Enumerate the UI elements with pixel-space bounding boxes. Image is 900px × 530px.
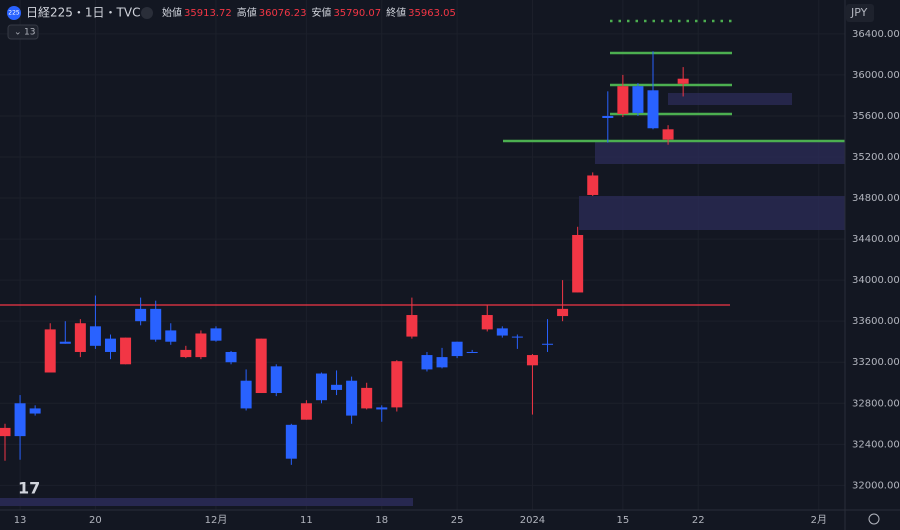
candle-body xyxy=(602,115,614,119)
symbol-title: 日経225・1日・TVC xyxy=(26,6,140,20)
y-tick-label: 32000.00 xyxy=(852,480,900,491)
menu-dot[interactable] xyxy=(141,7,153,19)
candle-body xyxy=(361,387,373,409)
candle-body xyxy=(542,343,554,345)
candles xyxy=(0,51,689,465)
y-tick-label: 32400.00 xyxy=(852,439,900,450)
candle-body xyxy=(391,361,403,408)
candle-body xyxy=(225,351,237,363)
y-tick-label: 34800.00 xyxy=(852,193,900,204)
x-tick-label: 2024 xyxy=(520,515,545,526)
y-tick-label: 36400.00 xyxy=(852,29,900,40)
y-tick-label: 34000.00 xyxy=(852,275,900,286)
candle-body xyxy=(346,380,358,416)
candle-body xyxy=(451,341,463,357)
candle-body xyxy=(240,380,252,409)
candle-body xyxy=(210,328,222,341)
symbol-icon-text: 225 xyxy=(8,10,20,17)
candle-body xyxy=(436,357,448,368)
candle-body xyxy=(496,328,508,336)
ohlc-label: 高値 xyxy=(237,6,257,19)
ohlc-label: 終値 xyxy=(386,6,406,19)
candle-body xyxy=(150,308,162,340)
candle-body xyxy=(587,175,599,195)
candle-body xyxy=(466,351,478,353)
ohlc-label: 始値 xyxy=(162,6,182,19)
candle-body xyxy=(0,427,11,437)
labels: 32000.00 32400.00 32800.00 33200.00 33600.00… xyxy=(14,29,900,526)
candle-body xyxy=(511,336,523,338)
chevron: ⌄ xyxy=(14,28,22,38)
candle-body xyxy=(526,355,538,366)
x-tick-label: 11 xyxy=(300,515,313,526)
x-tick-label: 20 xyxy=(89,515,102,526)
candle-body xyxy=(481,315,493,330)
candle-body xyxy=(406,315,418,337)
ohlc-value: 35963.05 xyxy=(408,8,456,19)
candle-body xyxy=(14,403,26,437)
candle-body xyxy=(165,330,177,342)
candle-body xyxy=(632,86,644,113)
x-tick-label: 15 xyxy=(617,515,630,526)
candle-body xyxy=(104,338,116,352)
candle-body xyxy=(315,373,327,401)
candle-body xyxy=(44,329,56,373)
currency-button[interactable] xyxy=(846,4,874,22)
zone xyxy=(579,196,845,230)
candle-body xyxy=(120,337,132,365)
settings-button[interactable] xyxy=(868,513,880,525)
candle-body xyxy=(195,333,207,358)
candle-body xyxy=(421,355,433,370)
candle-body xyxy=(255,338,267,394)
candle-body xyxy=(285,424,297,459)
candle-body xyxy=(572,234,584,293)
candle-body xyxy=(180,349,192,358)
candle-body xyxy=(331,384,343,390)
x-tick-label: 2月 xyxy=(811,514,827,526)
ohlc-value: 35790.07 xyxy=(333,8,381,19)
y-tick-label: 32800.00 xyxy=(852,398,900,409)
indicator-count: 13 xyxy=(24,28,35,38)
ohlc-legend: 始値 35913.72 高値 36076.23 安値 35790.07 終値 35963.05 xyxy=(162,6,456,19)
candle-body xyxy=(617,86,629,114)
candle-body xyxy=(557,308,569,317)
grid xyxy=(0,0,845,510)
y-tick-label: 35200.00 xyxy=(852,152,900,163)
candle-body xyxy=(270,366,282,394)
x-tick-label: 22 xyxy=(692,515,705,526)
candle-body xyxy=(376,407,388,410)
symbol-icon xyxy=(7,6,21,20)
candle-body xyxy=(135,308,147,322)
x-tick-label: 18 xyxy=(375,515,388,526)
ohlc-label: 安値 xyxy=(311,6,331,19)
ohlc-value: 36076.23 xyxy=(259,8,307,19)
y-tick-label: 33200.00 xyxy=(852,357,900,368)
candle-body xyxy=(662,129,674,140)
y-tick-label: 33600.00 xyxy=(852,316,900,327)
candle-body xyxy=(74,323,86,352)
y-tick-label: 34400.00 xyxy=(852,234,900,245)
x-tick-label: 13 xyxy=(14,515,27,526)
candle-body xyxy=(300,403,312,420)
ohlc-value: 35913.72 xyxy=(184,8,232,19)
zone xyxy=(595,142,845,164)
candle-body xyxy=(89,326,101,346)
logo: 17 xyxy=(18,479,40,498)
x-tick-label: 12月 xyxy=(205,514,228,526)
candle-body xyxy=(677,78,689,84)
indicator-toggle[interactable] xyxy=(7,24,39,40)
volume-zone xyxy=(0,498,413,506)
zone xyxy=(668,93,792,105)
currency: JPY xyxy=(850,6,868,19)
candle-body xyxy=(29,408,41,414)
y-tick-label: 36000.00 xyxy=(852,70,900,81)
x-tick-label: 25 xyxy=(451,515,464,526)
candle-body xyxy=(647,90,659,129)
candle-body xyxy=(59,341,71,344)
y-tick-label: 35600.00 xyxy=(852,111,900,122)
